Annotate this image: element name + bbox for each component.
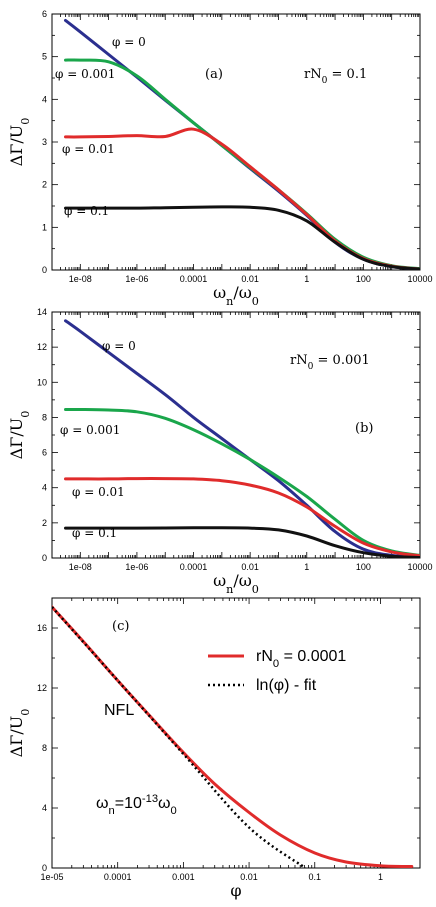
x-tick-label: 1 xyxy=(304,274,309,284)
y-tick-label: 8 xyxy=(42,412,47,422)
chart-panel-2: 1e-08 1e-06 0.0001 0.01 1 100 10000 0 2 4 6 8 10 12 14… xyxy=(7,307,433,596)
series-group xyxy=(64,319,420,558)
x-tick-label: 10000 xyxy=(407,274,432,284)
y-axis-label: ΔΓ/U0 xyxy=(7,411,32,460)
y-tick-label: 3 xyxy=(42,137,47,147)
chart-panel-3: 1e-05 0.0001 0.001 0.01 0.1 1 0 4 8 12 16 φ ΔΓ/U0 (c)… xyxy=(7,597,421,900)
y-tick-label: 4 xyxy=(42,483,47,493)
y-axis-label: ΔΓ/U0 xyxy=(7,118,32,167)
x-tick-label: 1 xyxy=(378,872,383,882)
series-line-3 xyxy=(64,526,420,558)
annotation-nfl: NFL xyxy=(104,702,134,719)
y-tick-label: 4 xyxy=(42,803,47,813)
series-label: φ = 0.01 xyxy=(72,485,125,499)
x-tick-label: 0.01 xyxy=(241,274,259,284)
y-tick-label: 6 xyxy=(42,448,47,458)
y-tick-label: 14 xyxy=(37,307,47,317)
x-tick-label: 0.001 xyxy=(172,872,195,882)
series-group xyxy=(52,605,414,868)
y-tick-label: 1 xyxy=(42,222,47,232)
x-axis-label: ωn/ω0 xyxy=(213,571,259,596)
series-label: φ = 0.001 xyxy=(55,67,115,81)
series-line-0 xyxy=(64,18,420,270)
y-tick-label: 12 xyxy=(37,342,47,352)
series-label: φ = 0.1 xyxy=(64,204,109,218)
y-tick-label: 2 xyxy=(42,180,47,190)
panel-label: (b) xyxy=(355,421,373,436)
panel-label: (a) xyxy=(205,67,223,82)
x-tick-label: 0.0001 xyxy=(180,274,208,284)
series-label: φ = 0 xyxy=(112,35,146,49)
series-label: φ = 0.1 xyxy=(72,526,117,540)
x-tick-label: 1e-06 xyxy=(125,562,148,572)
series-line-2 xyxy=(64,127,420,270)
annotation-rn0: rN0 = 0.1 xyxy=(304,67,367,86)
x-tick-label: 0.01 xyxy=(241,562,259,572)
x-tick-label: 100 xyxy=(356,562,371,572)
y-tick-label: 12 xyxy=(37,683,47,693)
x-tick-label: 0.0001 xyxy=(180,562,208,572)
x-tick-label: 1 xyxy=(304,562,309,572)
x-tick-label: 100 xyxy=(356,274,371,284)
y-tick-label: 2 xyxy=(42,518,47,528)
x-tick-label: 0.0001 xyxy=(104,872,132,882)
y-tick-label: 4 xyxy=(42,94,47,104)
legend-label: ln(φ) - fit xyxy=(256,677,317,694)
y-tick-label: 8 xyxy=(42,743,47,753)
panel-label: (c) xyxy=(112,619,129,634)
series-line-2 xyxy=(64,477,420,558)
x-tick-label: 1e-08 xyxy=(69,274,92,284)
x-tick-label: 0.01 xyxy=(240,872,258,882)
y-axis-label: ΔΓ/U0 xyxy=(7,709,32,758)
legend-label: rN0 = 0.0001 xyxy=(256,648,346,670)
y-tick-label: 0 xyxy=(42,265,47,275)
series-label: φ = 0 xyxy=(102,339,136,353)
plot-frame xyxy=(51,597,421,869)
annotation-rn0: rN0 = 0.001 xyxy=(290,353,370,372)
x-tick-label: 10000 xyxy=(407,562,432,572)
series-line-1 xyxy=(64,407,420,557)
series-label: φ = 0.001 xyxy=(60,423,120,437)
series-line-1 xyxy=(52,606,307,868)
y-tick-label: 0 xyxy=(42,553,47,563)
series-line-0 xyxy=(64,319,420,558)
y-tick-label: 10 xyxy=(37,377,47,387)
x-axis-label: ωn/ω0 xyxy=(213,283,259,308)
series-group xyxy=(64,18,420,270)
annotation-condition: ωn=10-13ω0 xyxy=(96,793,177,817)
x-tick-label: 1e-06 xyxy=(125,274,148,284)
series-line-0 xyxy=(52,605,414,868)
chart-panel-1: 1e-08 1e-06 0.0001 0.01 1 100 10000 0 1 2 3 4 5 6 ωn/ω… xyxy=(7,9,433,308)
y-tick-label: 16 xyxy=(37,623,47,633)
y-tick-label: 0 xyxy=(42,863,47,873)
x-tick-label: 0.1 xyxy=(309,872,322,882)
series-line-3 xyxy=(64,205,420,270)
x-tick-label: 1e-05 xyxy=(40,872,63,882)
x-axis-label: φ xyxy=(230,881,241,900)
series-label: φ = 0.01 xyxy=(62,142,115,156)
x-tick-label: 1e-08 xyxy=(69,562,92,572)
y-tick-label: 6 xyxy=(42,9,47,19)
y-tick-label: 5 xyxy=(42,52,47,62)
